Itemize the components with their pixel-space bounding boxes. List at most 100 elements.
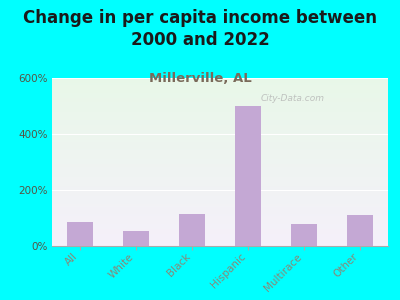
Bar xyxy=(52,80,388,81)
Bar xyxy=(52,187,388,189)
Bar xyxy=(52,113,388,115)
Bar xyxy=(52,117,388,118)
Bar xyxy=(52,150,388,152)
Bar xyxy=(52,199,388,201)
Bar xyxy=(52,85,388,86)
Bar xyxy=(52,139,388,140)
Bar xyxy=(52,197,388,199)
Bar xyxy=(52,108,388,110)
Bar xyxy=(52,93,388,95)
Bar xyxy=(52,122,388,123)
Bar xyxy=(52,204,388,206)
Bar xyxy=(52,167,388,169)
Bar xyxy=(52,135,388,137)
Bar xyxy=(52,155,388,157)
Bar xyxy=(52,182,388,184)
Bar xyxy=(52,103,388,105)
Bar xyxy=(123,231,149,246)
Bar xyxy=(52,157,388,159)
Bar xyxy=(52,132,388,134)
Bar xyxy=(52,128,388,130)
Text: City-Data.com: City-Data.com xyxy=(260,94,324,103)
Text: Millerville, AL: Millerville, AL xyxy=(149,72,251,85)
Bar xyxy=(52,185,388,187)
Bar xyxy=(52,184,388,185)
Bar xyxy=(52,212,388,214)
Bar xyxy=(52,177,388,179)
Bar xyxy=(52,148,388,150)
Bar xyxy=(52,226,388,227)
Bar xyxy=(52,229,388,231)
Bar xyxy=(52,118,388,120)
Bar xyxy=(52,192,388,194)
Bar xyxy=(52,120,388,122)
Bar xyxy=(52,142,388,143)
Bar xyxy=(52,78,388,80)
Bar xyxy=(52,227,388,229)
Bar xyxy=(52,147,388,148)
Bar xyxy=(52,127,388,128)
Bar xyxy=(52,241,388,243)
Bar xyxy=(52,140,388,142)
Bar xyxy=(52,110,388,112)
Bar xyxy=(52,123,388,125)
Bar xyxy=(52,219,388,221)
Bar xyxy=(52,100,388,101)
Bar xyxy=(52,83,388,85)
Bar xyxy=(52,164,388,165)
Bar xyxy=(52,218,388,219)
Bar xyxy=(52,130,388,132)
Bar xyxy=(52,115,388,117)
Bar xyxy=(52,181,388,182)
Bar xyxy=(52,86,388,88)
Bar xyxy=(52,97,388,98)
Bar xyxy=(52,137,388,139)
Bar xyxy=(52,172,388,174)
Bar xyxy=(52,101,388,103)
Bar xyxy=(52,81,388,83)
Bar xyxy=(52,239,388,241)
Bar xyxy=(52,202,388,204)
Bar xyxy=(52,106,388,108)
Bar xyxy=(52,224,388,226)
Bar xyxy=(52,92,388,93)
Bar xyxy=(52,174,388,176)
Bar xyxy=(52,216,388,218)
Bar xyxy=(52,160,388,162)
Bar xyxy=(52,88,388,90)
Bar xyxy=(52,159,388,160)
Bar xyxy=(52,154,388,155)
Bar xyxy=(52,223,388,224)
Bar xyxy=(52,214,388,216)
Bar xyxy=(52,201,388,202)
Bar xyxy=(52,95,388,97)
Bar xyxy=(52,190,388,192)
Bar xyxy=(52,244,388,246)
Bar xyxy=(52,209,388,211)
Bar xyxy=(52,112,388,113)
Bar xyxy=(347,215,373,246)
Bar xyxy=(52,234,388,236)
Bar xyxy=(52,170,388,172)
Bar xyxy=(52,207,388,209)
Bar xyxy=(52,194,388,196)
Bar xyxy=(52,169,388,170)
Bar xyxy=(52,162,388,164)
Bar xyxy=(52,134,388,135)
Bar xyxy=(52,211,388,212)
Bar xyxy=(52,90,388,92)
Bar xyxy=(52,145,388,147)
Bar xyxy=(52,152,388,154)
Bar xyxy=(235,106,261,246)
Bar xyxy=(52,125,388,127)
Bar xyxy=(52,231,388,232)
Bar xyxy=(67,222,93,246)
Bar xyxy=(52,236,388,238)
Bar xyxy=(291,224,317,246)
Bar xyxy=(52,196,388,197)
Bar xyxy=(52,165,388,167)
Bar xyxy=(52,176,388,177)
Bar xyxy=(52,179,388,181)
Text: Change in per capita income between
2000 and 2022: Change in per capita income between 2000… xyxy=(23,9,377,49)
Bar xyxy=(179,214,204,246)
